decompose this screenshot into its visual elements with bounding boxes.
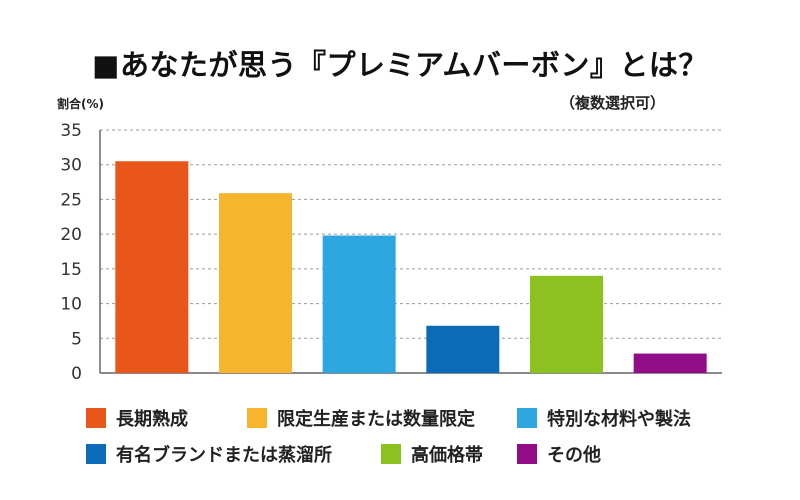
y-tick-label: 5 bbox=[71, 329, 82, 349]
legend-item: その他 bbox=[517, 441, 601, 467]
legend-label: 限定生産または数量限定 bbox=[277, 409, 475, 430]
y-tick-label: 10 bbox=[60, 295, 82, 315]
y-tick-label: 35 bbox=[60, 121, 82, 141]
legend-item: 限定生産または数量限定 bbox=[247, 405, 475, 431]
legend-item: 有名ブランドまたは蒸溜所 bbox=[86, 441, 332, 467]
legend-item: 特別な材料や製法 bbox=[517, 405, 691, 431]
bar-5 bbox=[530, 275, 603, 373]
legend-item: 高価格帯 bbox=[381, 441, 483, 467]
legend-label: 高価格帯 bbox=[411, 445, 483, 466]
y-tick-label: 30 bbox=[60, 156, 82, 176]
bar-4 bbox=[426, 325, 500, 373]
bar-3 bbox=[322, 235, 396, 373]
legend-label: 長期熟成 bbox=[116, 409, 188, 430]
bar-6 bbox=[633, 353, 707, 373]
legend-label: 有名ブランドまたは蒸溜所 bbox=[116, 445, 332, 466]
chart-title: ■あなたが思う『プレミアムバーボン』とは？ bbox=[92, 48, 708, 82]
bar-2 bbox=[219, 193, 292, 373]
legend-swatch bbox=[517, 444, 537, 464]
legend-swatch bbox=[381, 444, 401, 464]
y-tick-label: 20 bbox=[60, 225, 82, 245]
bar-1 bbox=[115, 161, 189, 373]
legend-swatch bbox=[86, 408, 106, 428]
y-tick-label: 25 bbox=[60, 190, 82, 210]
legend-item: 長期熟成 bbox=[86, 405, 188, 431]
legend-swatch bbox=[517, 408, 537, 428]
legend-label: 特別な材料や製法 bbox=[547, 409, 691, 430]
y-tick-label: 15 bbox=[60, 260, 82, 280]
legend-label: その他 bbox=[547, 445, 601, 466]
y-tick-label: 0 bbox=[71, 364, 82, 384]
chart-subtitle: （複数選択可） bbox=[560, 94, 666, 112]
legend-swatch bbox=[247, 408, 267, 428]
y-axis-label: 割合(%) bbox=[57, 97, 104, 111]
legend-swatch bbox=[86, 444, 106, 464]
